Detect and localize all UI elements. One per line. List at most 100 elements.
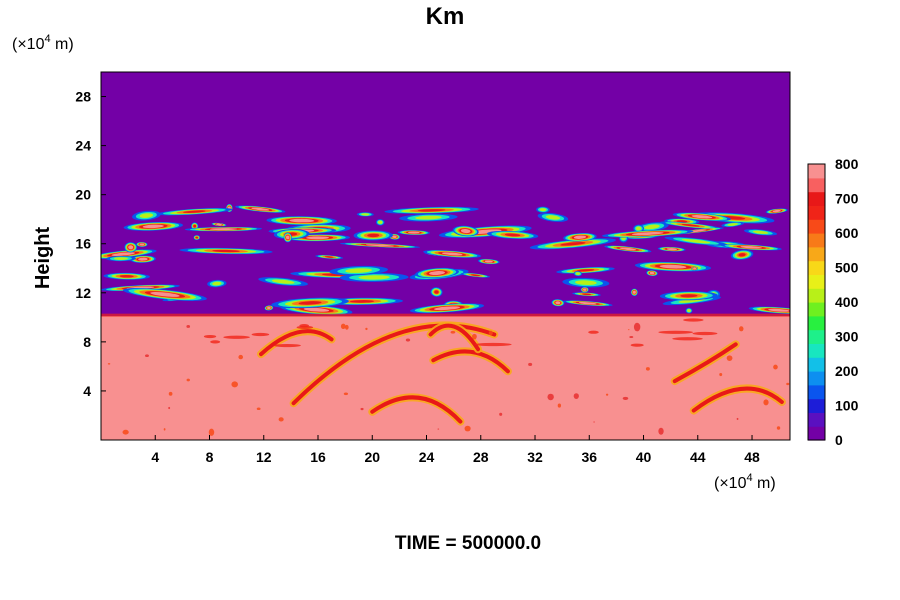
turbulent-streak (415, 267, 460, 279)
lower-patch (547, 393, 554, 401)
colorbar-swatch (808, 315, 825, 331)
colorbar-swatch (808, 426, 825, 441)
lower-patch (168, 391, 173, 396)
turbulent-streak (657, 246, 686, 252)
colorbar-swatch (808, 357, 825, 372)
turbulent-streak (123, 221, 183, 231)
turbulent-streak (409, 303, 485, 314)
lower-arc-core (428, 323, 481, 352)
colorbar-swatch (808, 260, 825, 275)
turbulent-streak (604, 245, 652, 253)
lower-patch (557, 403, 562, 408)
colorbar-swatch (808, 233, 825, 248)
lower-patch (763, 399, 769, 406)
turbulent-streak (486, 230, 539, 240)
lower-boundary-fill (101, 317, 790, 320)
lower-patch (464, 425, 471, 432)
turbulent-streak (748, 306, 790, 314)
x-tick-label: 32 (527, 449, 543, 465)
lower-patch (528, 362, 533, 367)
colorbar-swatch (808, 205, 825, 220)
turbulent-streak (235, 205, 286, 213)
colorbar-swatch (808, 412, 825, 427)
lower-patch (360, 407, 364, 411)
y-axis: 4 8 12 16 20 24 28 (75, 89, 106, 399)
turbulent-streak (339, 242, 421, 248)
colorbar-swatch (808, 384, 825, 400)
turbulent-streak (283, 232, 292, 243)
colorbar-label: 200 (835, 363, 859, 379)
lower-patch (593, 421, 595, 423)
lower-patch (633, 322, 641, 332)
turbulent-streak (397, 230, 430, 235)
lower-patch (107, 363, 111, 365)
lower-patch (627, 329, 630, 331)
turbulent-streak (691, 266, 699, 271)
turbulent-streak (664, 236, 728, 246)
lower-patch (223, 335, 250, 339)
turbulent-streak (633, 224, 645, 233)
lower-patch (719, 372, 723, 377)
lower-arc-core (672, 342, 738, 384)
lower-patch (210, 340, 221, 344)
turbulent-streak (646, 270, 658, 277)
lower-patch (786, 382, 790, 386)
colorbar-swatch (808, 177, 825, 193)
y-tick-label: 16 (75, 236, 91, 252)
lower-patch (658, 330, 694, 334)
colorbar-swatch (808, 288, 825, 303)
turbulent-streak (122, 287, 207, 301)
x-axis: 4 8 12 16 20 24 28 32 36 40 44 48 (151, 435, 760, 465)
colorbar-swatch (808, 371, 825, 386)
x-tick-label: 28 (473, 449, 489, 465)
turbulent-streak (423, 250, 482, 258)
lower-patch (474, 342, 512, 347)
y-unit-label: (×104 m) (12, 33, 74, 53)
turbulent-streak (660, 221, 722, 230)
lower-patch (630, 343, 644, 347)
lower-arc-core (291, 323, 497, 406)
colorbar-label: 500 (835, 260, 859, 276)
chart-title: Km (426, 3, 465, 30)
lower-patch (299, 324, 309, 328)
turbulent-streak (101, 249, 157, 259)
colorbar-label: 600 (835, 225, 859, 241)
turbulent-streak (537, 212, 569, 222)
upper-region (101, 72, 790, 204)
lower-patch (122, 429, 129, 435)
turbulent-streak (193, 235, 201, 240)
colorbar-label: 400 (835, 294, 859, 310)
lower-patch (692, 331, 718, 336)
heatmap-field (101, 72, 790, 440)
colorbar-label: 100 (835, 398, 859, 414)
x-tick-label: 24 (419, 449, 435, 465)
turbulent-streak (103, 272, 150, 280)
colorbar-frame (807, 163, 826, 441)
lower-patch (672, 337, 703, 341)
lower-patch (344, 324, 349, 330)
turbulent-streak (315, 255, 344, 259)
lower-patch (340, 323, 346, 329)
lower-patch (472, 333, 477, 340)
turbulent-streak (452, 225, 479, 237)
turbulent-streak (356, 212, 374, 217)
lower-patch (658, 427, 664, 435)
colorbar-label: 800 (835, 156, 859, 172)
x-tick-label: 36 (581, 449, 597, 465)
turbulent-streak (105, 256, 136, 262)
colorbar-swatch (808, 164, 825, 179)
lower-patch (605, 393, 609, 396)
lower-patch (186, 378, 190, 382)
colorbar-label: 0 (835, 432, 843, 448)
turbulent-streak (562, 277, 610, 288)
turbulent-streak (132, 210, 161, 221)
lower-patch (499, 412, 503, 416)
lower-patch (629, 335, 634, 339)
y-tick-label: 28 (75, 89, 91, 105)
turbulent-streak (477, 258, 500, 265)
colorbar-swatch (808, 246, 825, 262)
lower-patch (273, 343, 301, 348)
turbulent-streaks (101, 203, 790, 320)
lower-patch (437, 428, 440, 430)
lower-patch (145, 354, 149, 357)
